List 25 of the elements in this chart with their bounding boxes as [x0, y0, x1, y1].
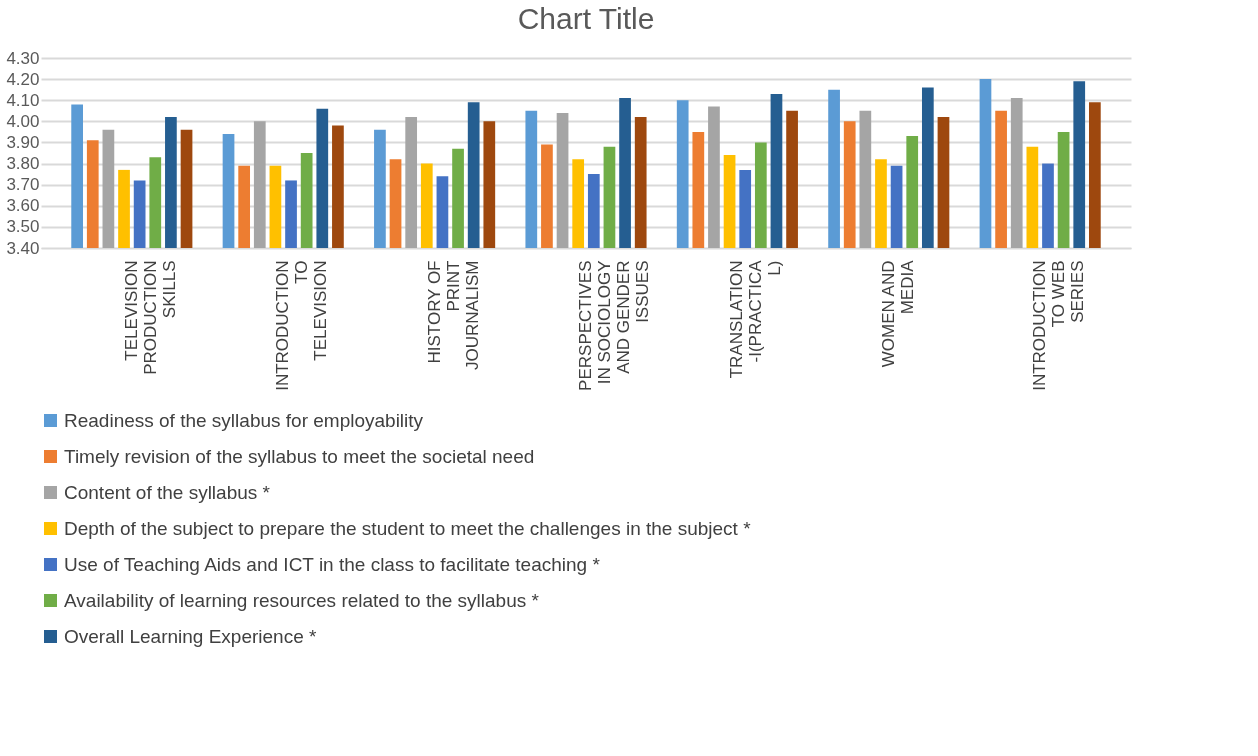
legend-label: Use of Teaching Aids and ICT in the class to facilitate teaching * — [64, 553, 601, 575]
y-tick-label: 4.00 — [6, 111, 40, 131]
legend-label: Readiness of the syllabus for employability — [64, 409, 424, 431]
x-tick-label: PERSPECTIVES IN SOCIOLOGY AND GENDER ISSUES — [576, 260, 652, 391]
x-tick-label: TRANSLATION-I(PRACTICAL) — [727, 259, 785, 379]
x-tick-label: HISTORY OF PRINT JOURNALISM — [424, 260, 482, 371]
y-tick-label: 4.20 — [6, 69, 40, 89]
y-tick-label: 3.80 — [6, 154, 40, 174]
legend-label: Availability of learning resources related to the syllabus * — [64, 589, 540, 611]
y-tick-label: 4.10 — [6, 90, 40, 110]
legend-label: Overall Learning Experience * — [64, 625, 318, 647]
y-tick-label: 4.30 — [6, 48, 40, 68]
x-tick-label: INTRODUCTION TO WEB SERIES — [1030, 260, 1088, 391]
y-tick-label: 3.60 — [6, 196, 40, 216]
x-tick-label: WOMEN AND MEDIA — [878, 259, 917, 368]
y-tick-label: 3.90 — [6, 132, 40, 152]
legend-label: Depth of the subject to prepare the student to meet the challenges in the subject * — [64, 517, 752, 539]
y-tick-label: 3.50 — [6, 217, 40, 237]
legend-label: Content of the syllabus * — [64, 481, 271, 503]
legend-label: Timely revision of the syllabus to meet the societal need — [64, 445, 535, 467]
x-tick-label: TELEVISION PRODUCTION SKILLS — [121, 260, 179, 375]
x-tick-label: INTRODUCTION TO TELEVISION — [273, 260, 331, 391]
chart-title: Chart Title — [517, 2, 655, 35]
y-tick-label: 3.40 — [6, 238, 40, 258]
y-tick-label: 3.70 — [6, 175, 40, 195]
